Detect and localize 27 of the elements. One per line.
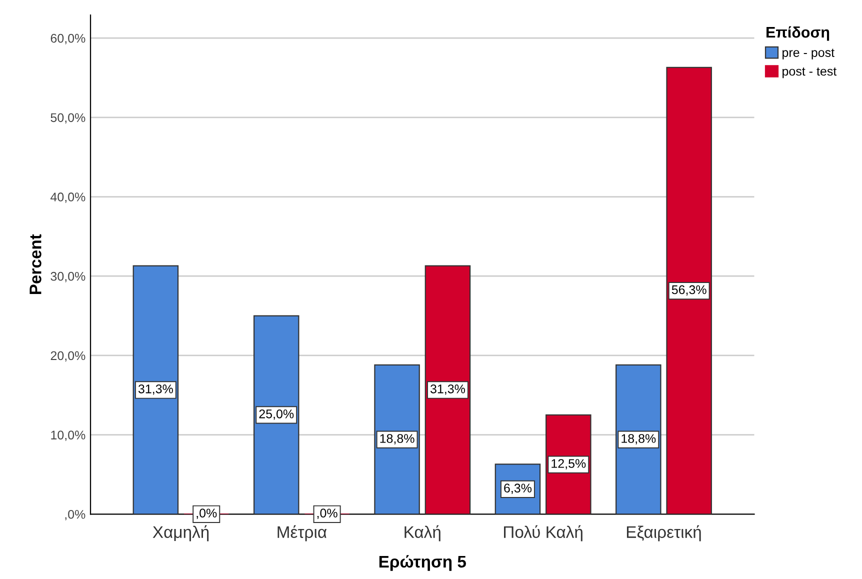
legend-label: post - test xyxy=(782,67,837,78)
legend-label: pre - post xyxy=(782,48,834,60)
y-axis-title: Percent xyxy=(30,234,42,294)
data-label: 18,8% xyxy=(622,434,656,444)
x-tick-label: Καλή xyxy=(404,525,440,542)
data-label: 31,3% xyxy=(430,384,465,395)
x-tick-label: Χαμηλή xyxy=(152,525,209,542)
y-tick-label: 60,0% xyxy=(50,34,86,44)
data-label: 18,8% xyxy=(380,434,414,444)
y-tick-label: 30,0% xyxy=(50,272,86,282)
x-tick-label: Πολύ Καλή xyxy=(504,525,582,542)
data-label: 31,3% xyxy=(138,384,173,395)
data-label: ,0% xyxy=(196,508,217,519)
y-tick-label: 20,0% xyxy=(50,351,86,362)
y-tick-label: 40,0% xyxy=(50,192,86,203)
x-tick-label: Μέτρια xyxy=(278,525,327,542)
data-label: 12,5% xyxy=(552,459,586,470)
data-label: 6,3% xyxy=(504,484,532,494)
data-label: 56,3% xyxy=(672,285,706,296)
data-label: 25,0% xyxy=(259,409,294,420)
y-tick-label: ,0% xyxy=(65,510,86,520)
y-tick-label: 10,0% xyxy=(51,430,86,441)
x-axis-title: Ερώτηση 5 xyxy=(379,555,466,571)
legend-title: Επίδοση xyxy=(766,26,830,41)
data-label: ,0% xyxy=(317,508,338,519)
x-tick-label: Εξαιρετική xyxy=(626,525,701,542)
y-tick-label: 50,0% xyxy=(50,113,86,124)
